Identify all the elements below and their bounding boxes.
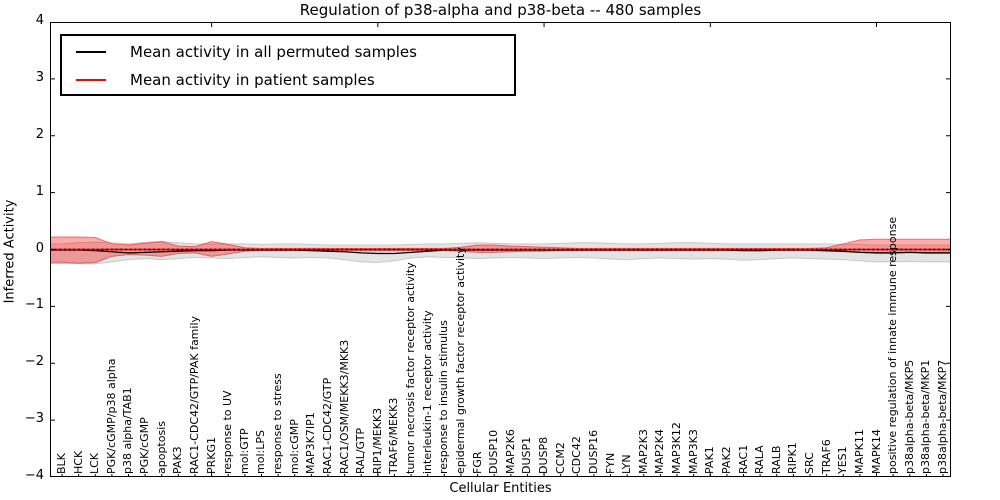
x-tick-label: RAC1/OSM/MEKK3/MKK3 (337, 339, 351, 474)
y-tick-label: 3 (35, 69, 44, 85)
x-tick-label: SRC (803, 452, 817, 474)
x-tick-label: RAL/GTP (354, 427, 368, 474)
x-tick-label: FGR (470, 451, 484, 475)
x-tick-label: mol:GTP (237, 428, 251, 474)
x-tick-label: epidermal growth factor receptor activit… (453, 247, 467, 474)
x-tick-label: p38 alpha/TAB1 (121, 387, 135, 474)
x-tick-label: MAPK14 (869, 429, 883, 474)
x-tick-label: FYN (603, 452, 617, 474)
y-tick-label: 1 (35, 183, 44, 199)
y-tick-label: −4 (24, 468, 44, 483)
x-tick-label: TRAF6/MEKK3 (387, 397, 401, 474)
x-tick-label: RIP1/MEKK3 (370, 407, 384, 474)
x-tick-label: RIPK1 (786, 442, 800, 474)
legend: Mean activity in all permuted samples Me… (60, 34, 516, 96)
y-tick-label: −2 (24, 354, 44, 370)
x-tick-label: response to UV (221, 390, 235, 474)
y-tick-label: −3 (24, 411, 44, 427)
y-tick-label: −1 (24, 297, 44, 313)
legend-item-permuted: Mean activity in all permuted samples (62, 38, 514, 66)
x-tick-label: p38alpha-beta/MKP1 (919, 359, 933, 474)
plot-area (50, 22, 951, 477)
legend-label-permuted: Mean activity in all permuted samples (130, 43, 417, 61)
x-tick-label: apoptosis (154, 421, 168, 474)
x-tick-label: RALA (753, 445, 767, 474)
chart-title: Regulation of p38-alpha and p38-beta -- … (299, 1, 702, 19)
y-tick-label: 0 (35, 240, 44, 256)
x-tick-label: mol:LPS (254, 430, 268, 474)
y-tick-label: 4 (35, 13, 44, 28)
x-tick-label: PAK1 (703, 446, 717, 474)
x-tick-label: response to stress (271, 373, 285, 474)
plot-canvas (50, 22, 951, 477)
x-tick-label: TRAF6 (819, 439, 833, 474)
x-tick-label: MAP2K6 (503, 429, 517, 474)
x-tick-label: DUSP8 (537, 436, 551, 474)
x-tick-label: CDC42 (570, 436, 584, 474)
x-tick-label: RAC1-CDC42/GTP (320, 377, 334, 474)
x-tick-label: tumor necrosis factor receptor activity (404, 262, 418, 474)
y-tick-label: 2 (35, 126, 44, 142)
x-tick-label: DUSP10 (487, 429, 501, 474)
x-tick-label: p38alpha-beta/MKP5 (902, 359, 916, 474)
x-tick-label: positive regulation of innate immune res… (886, 216, 900, 474)
x-tick-label: RAC1 (736, 444, 750, 474)
x-tick-label: PGK/cGMP/p38 alpha (104, 358, 118, 474)
x-tick-label: PAK3 (171, 446, 185, 474)
x-tick-label: RALB (769, 445, 783, 474)
x-tick-label: BLK (55, 453, 68, 474)
x-tick-label: MAP3K7IP1 (304, 412, 318, 474)
x-tick-label: RAC1-CDC42/GTP/PAK family (187, 315, 201, 474)
legend-label-patient: Mean activity in patient samples (130, 71, 375, 89)
x-axis-label: Cellular Entities (449, 481, 552, 496)
x-tick-label: PGK/cGMP (138, 417, 152, 474)
x-tick-label: MAP2K4 (653, 429, 667, 474)
x-tick-label: DUSP1 (520, 436, 534, 474)
patient-line-swatch (76, 79, 106, 81)
legend-item-patient: Mean activity in patient samples (62, 66, 514, 94)
x-tick-label: PRKG1 (204, 436, 218, 474)
permuted-line-swatch (76, 51, 106, 53)
x-tick-label: MAP2K3 (636, 429, 650, 474)
x-tick-label: MAP3K12 (670, 422, 684, 474)
x-tick-label: LYN (620, 454, 634, 474)
x-tick-label: DUSP16 (586, 429, 600, 474)
x-tick-label: response to insulin stimulus (437, 320, 451, 474)
x-tick-label: HCK (71, 450, 85, 474)
x-tick-label: YES1 (836, 446, 850, 474)
x-tick-label: LCK (88, 452, 102, 474)
x-tick-label: interleukin-1 receptor activity (420, 310, 434, 474)
x-tick-label: CCM2 (553, 442, 567, 474)
x-tick-label: MAPK11 (852, 429, 866, 474)
x-tick-label: mol:cGMP (287, 419, 301, 474)
x-tick-label: p38alpha-beta/MKP7 (936, 359, 949, 474)
x-tick-label: PAK2 (719, 446, 733, 474)
x-tick-label: MAP3K3 (686, 429, 700, 474)
